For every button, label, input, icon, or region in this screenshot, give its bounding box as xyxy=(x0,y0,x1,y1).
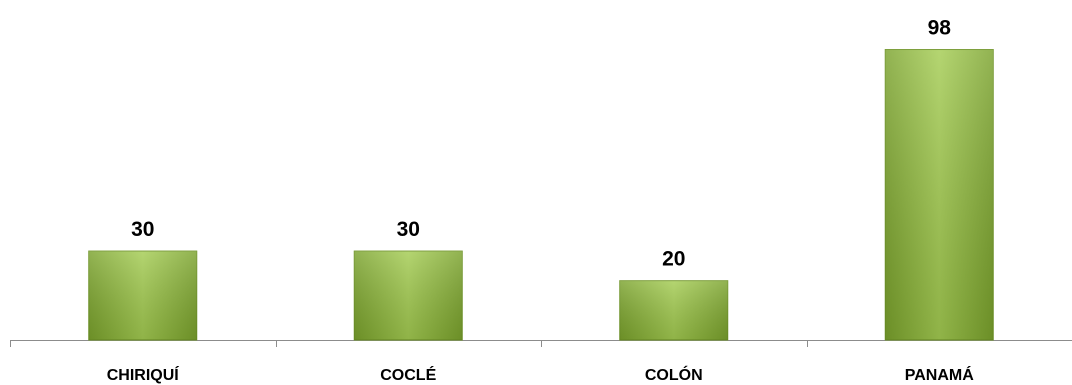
labels: 30 CHIRIQUÍ 30 COCLÉ 20 COLÓN 98 PANAMÁ xyxy=(107,17,974,384)
bars xyxy=(88,49,994,341)
x-tick-label: COCLÉ xyxy=(380,365,436,384)
bar xyxy=(884,49,994,341)
bar xyxy=(353,250,463,341)
x-tick-label: COLÓN xyxy=(645,365,703,384)
bar xyxy=(619,280,729,341)
data-label: 30 xyxy=(131,218,154,241)
bar xyxy=(88,250,198,341)
x-axis xyxy=(10,340,1072,347)
data-label: 30 xyxy=(397,218,420,241)
data-label: 98 xyxy=(928,17,952,40)
data-label: 20 xyxy=(662,248,685,271)
x-tick-label: PANAMÁ xyxy=(905,365,974,384)
x-tick-label: CHIRIQUÍ xyxy=(107,365,180,384)
